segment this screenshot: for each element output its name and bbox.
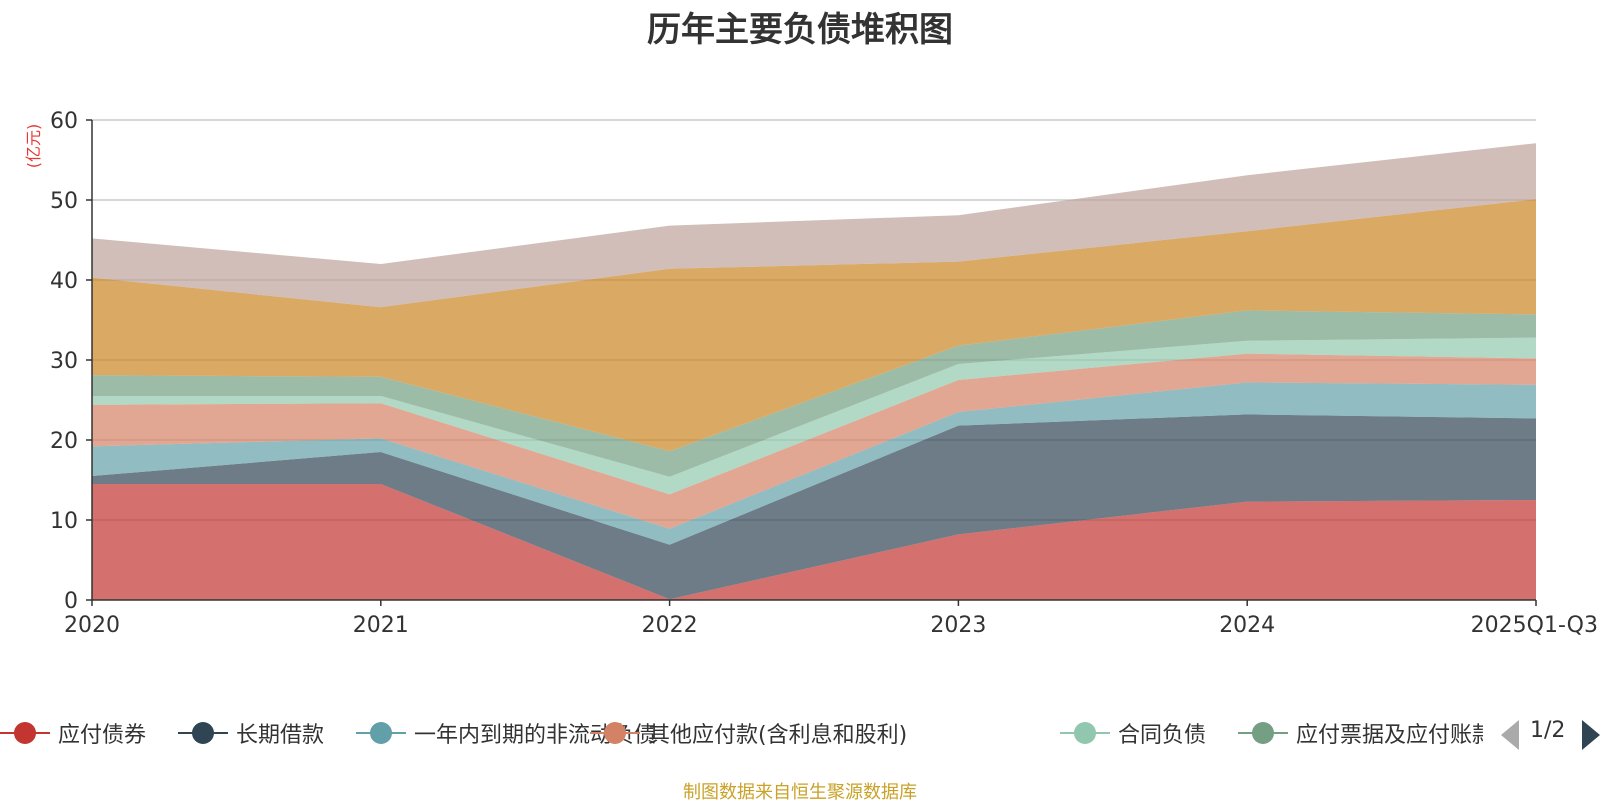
area-series <box>92 143 1536 600</box>
y-tick-label: 0 <box>64 589 78 614</box>
area-4 <box>92 337 1536 495</box>
legend-next-icon[interactable] <box>1582 720 1600 750</box>
y-tick-label: 50 <box>50 189 78 214</box>
x-tick-label: 2024 <box>1219 613 1275 638</box>
x-tick-label: 2025Q1-Q3 <box>1471 613 1598 638</box>
legend-item[interactable]: 其他应付款(含利息和股利) <box>590 715 907 751</box>
legend-item[interactable]: 合同负债 <box>1060 715 1206 751</box>
legend-label: 应付票据及应付账款 <box>1296 723 1483 748</box>
legend-label: 合同负债 <box>1118 723 1207 748</box>
area-7 <box>92 143 1536 308</box>
legend-item[interactable]: 长期借款 <box>178 715 324 751</box>
y-tick-label: 10 <box>50 509 78 534</box>
axes: 0 10 20 30 40 50 60 2020 2021 2022 2023 2024 2025Q1-… <box>50 109 1598 638</box>
chart-title: 历年主要负债堆积图 <box>647 10 953 50</box>
legend-page-indicator: 1/2 <box>1530 718 1566 743</box>
y-tick-label: 40 <box>50 269 78 294</box>
x-tick-label: 2021 <box>353 613 409 638</box>
legend-item[interactable]: 应付票据及应付账款 <box>1238 715 1483 751</box>
y-tick-label: 30 <box>50 349 78 374</box>
y-tick-label: 60 <box>50 109 78 134</box>
area-1 <box>92 414 1536 600</box>
y-axis-unit: (亿元) <box>24 123 43 169</box>
legend-marker-icon <box>590 718 640 748</box>
legend-marker-icon <box>1238 718 1288 748</box>
area-0 <box>92 484 1536 600</box>
area-3 <box>92 353 1536 529</box>
y-tick-label: 20 <box>50 429 78 454</box>
legend-prev-icon[interactable] <box>1501 720 1519 750</box>
x-tick-label: 2020 <box>64 613 120 638</box>
x-tick-label: 2023 <box>930 613 986 638</box>
data-source-note: 制图数据来自恒生聚源数据库 <box>683 782 917 803</box>
legend-item[interactable]: 应付债券 <box>0 715 146 751</box>
legend-label: 其他应付款(含利息和股利) <box>648 723 908 748</box>
legend-marker-icon <box>1060 718 1110 748</box>
legend-marker-icon <box>0 718 50 748</box>
legend-marker-icon <box>178 718 228 748</box>
legend-items: 应付债券 长期借款 一年内到期的非流动负债 其他应付款(含利息和股利) 合同负债 应付票据… <box>0 715 1483 751</box>
legend-label: 长期借款 <box>236 723 325 748</box>
x-tick-label: 2022 <box>642 613 698 638</box>
area-6 <box>92 199 1536 452</box>
legend-label: 应付债券 <box>58 723 147 748</box>
area-2 <box>92 382 1536 545</box>
legend: 应付债券 长期借款 一年内到期的非流动负债 其他应付款(含利息和股利) 合同负债 应付票据… <box>0 715 1600 751</box>
area-5 <box>92 310 1536 477</box>
legend-marker-icon <box>356 718 406 748</box>
